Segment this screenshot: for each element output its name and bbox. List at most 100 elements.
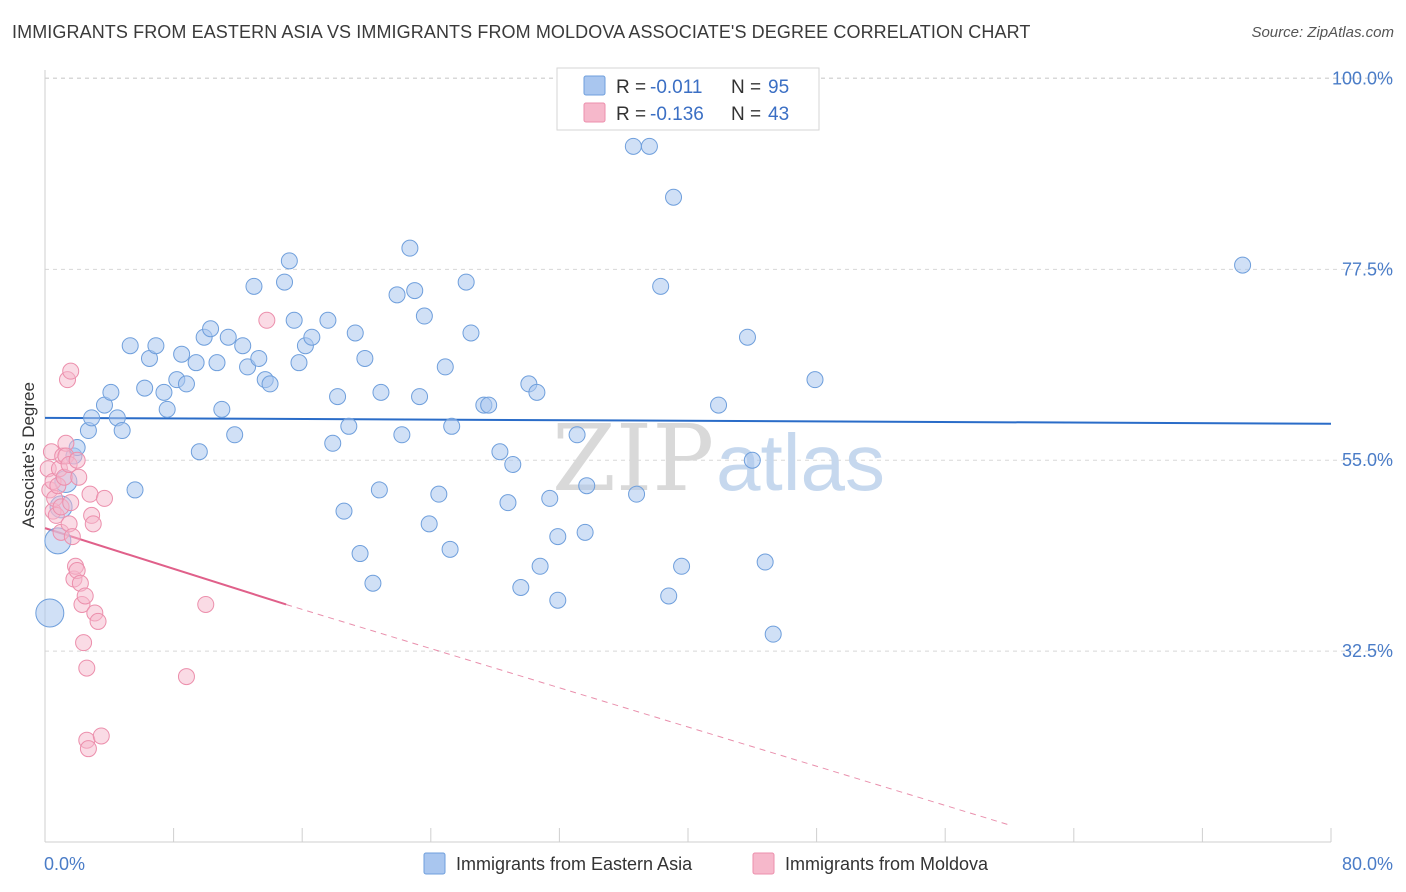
- bottom-legend-swatch-eastern-asia: [423, 852, 446, 875]
- chart-title: IMMIGRANTS FROM EASTERN ASIA VS IMMIGRAN…: [12, 22, 1031, 42]
- legend: R = -0.011 N = 95 R = -0.136 N = 43: [556, 67, 820, 131]
- point-eastern-asia: [640, 137, 658, 155]
- point-eastern-asia: [401, 239, 419, 257]
- point-eastern-asia: [457, 273, 475, 291]
- point-moldova: [79, 740, 97, 758]
- point-eastern-asia: [208, 354, 226, 372]
- point-eastern-asia: [329, 388, 347, 406]
- point-eastern-asia: [411, 388, 429, 406]
- point-eastern-asia: [1234, 256, 1252, 274]
- source-credit: Source: ZipAtlas.com: [1251, 24, 1394, 41]
- point-eastern-asia: [430, 485, 448, 503]
- point-eastern-asia: [576, 523, 594, 541]
- point-eastern-asia: [370, 481, 388, 499]
- point-eastern-asia: [126, 481, 144, 499]
- point-eastern-asia: [250, 349, 268, 367]
- point-eastern-asia: [624, 137, 642, 155]
- point-eastern-asia: [415, 307, 433, 325]
- point-eastern-asia: [388, 286, 406, 304]
- point-eastern-asia: [541, 489, 559, 507]
- point-eastern-asia: [280, 252, 298, 270]
- point-eastern-asia: [531, 557, 549, 575]
- point-eastern-asia: [443, 417, 461, 435]
- point-eastern-asia: [202, 320, 220, 338]
- trend-line-moldova-extension: [285, 603, 1010, 826]
- point-eastern-asia: [549, 528, 567, 546]
- point-eastern-asia: [528, 383, 546, 401]
- point-eastern-asia: [226, 426, 244, 444]
- x-tick-label: 80.0%: [1342, 854, 1393, 874]
- point-eastern-asia: [276, 273, 294, 291]
- bottom-legend-label-moldova: Immigrants from Moldova: [785, 854, 989, 874]
- y-tick-label: 32.5%: [1342, 641, 1393, 661]
- legend-n-label-1: N =: [731, 77, 761, 98]
- data-points: [35, 137, 1252, 758]
- point-eastern-asia: [324, 434, 342, 452]
- point-eastern-asia: [710, 396, 728, 414]
- point-eastern-asia: [351, 545, 369, 563]
- point-eastern-asia: [219, 328, 237, 346]
- point-eastern-asia: [393, 426, 411, 444]
- y-axis-label: Associate's Degree: [19, 382, 38, 528]
- point-moldova: [95, 489, 113, 507]
- legend-r-value-2: -0.136: [650, 104, 704, 125]
- point-moldova: [68, 451, 86, 469]
- point-eastern-asia: [234, 337, 252, 355]
- point-eastern-asia: [147, 337, 165, 355]
- point-eastern-asia: [499, 494, 517, 512]
- point-moldova: [84, 515, 102, 533]
- point-eastern-asia: [738, 328, 756, 346]
- point-eastern-asia: [83, 409, 101, 427]
- point-eastern-asia: [491, 443, 509, 461]
- point-eastern-asia: [190, 443, 208, 461]
- legend-r-value-1: -0.011: [650, 77, 702, 98]
- point-eastern-asia: [743, 451, 761, 469]
- point-eastern-asia: [462, 324, 480, 342]
- point-moldova: [78, 659, 96, 677]
- point-eastern-asia: [285, 311, 303, 329]
- legend-swatch-eastern-asia: [583, 75, 606, 96]
- point-eastern-asia: [187, 354, 205, 372]
- point-eastern-asia: [213, 400, 231, 418]
- y-tick-label: 100.0%: [1332, 68, 1393, 88]
- trend-line-eastern-asia: [44, 416, 1332, 425]
- point-eastern-asia: [665, 188, 683, 206]
- point-eastern-asia: [158, 400, 176, 418]
- legend-n-value-1: 95: [768, 77, 789, 98]
- point-eastern-asia: [239, 358, 257, 376]
- point-moldova: [63, 528, 81, 546]
- point-moldova: [89, 612, 107, 630]
- point-eastern-asia: [660, 587, 678, 605]
- point-eastern-asia: [136, 379, 154, 397]
- point-eastern-asia: [245, 277, 263, 295]
- bottom-legend: Immigrants from Eastern Asia Immigrants …: [423, 852, 989, 875]
- point-eastern-asia: [35, 598, 65, 628]
- point-moldova: [62, 362, 80, 380]
- legend-r-label-2: R =: [616, 104, 646, 125]
- point-moldova: [177, 668, 195, 686]
- point-eastern-asia: [756, 553, 774, 571]
- bottom-legend-swatch-moldova: [752, 852, 775, 875]
- point-eastern-asia: [806, 371, 824, 389]
- point-eastern-asia: [512, 578, 530, 596]
- point-eastern-asia: [319, 311, 337, 329]
- trend-lines: [44, 416, 1332, 826]
- point-moldova: [75, 634, 93, 652]
- point-eastern-asia: [441, 540, 459, 558]
- point-eastern-asia: [504, 455, 522, 473]
- point-eastern-asia: [113, 422, 131, 440]
- y-tick-label: 55.0%: [1342, 450, 1393, 470]
- point-eastern-asia: [335, 502, 353, 520]
- point-eastern-asia: [340, 417, 358, 435]
- x-tick-label: 0.0%: [44, 854, 85, 874]
- point-eastern-asia: [436, 358, 454, 376]
- point-eastern-asia: [356, 349, 374, 367]
- point-eastern-asia: [364, 574, 382, 592]
- point-eastern-asia: [290, 354, 308, 372]
- point-moldova: [197, 595, 215, 613]
- point-moldova: [76, 587, 94, 605]
- point-eastern-asia: [673, 557, 691, 575]
- point-moldova: [92, 727, 110, 745]
- legend-r-label-1: R =: [616, 77, 646, 98]
